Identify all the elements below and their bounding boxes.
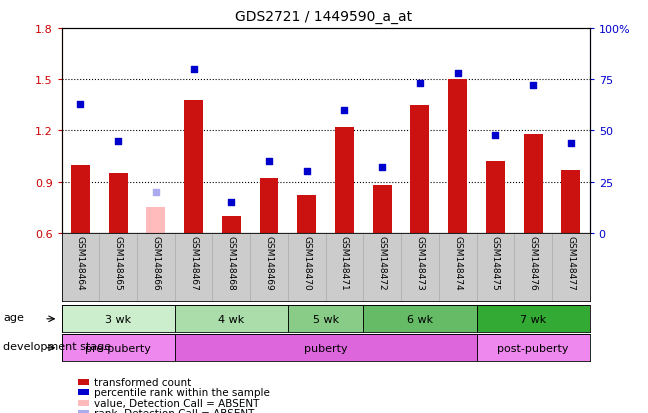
Bar — [175, 306, 288, 332]
Text: percentile rank within the sample: percentile rank within the sample — [94, 387, 270, 397]
Text: GSM148469: GSM148469 — [264, 235, 273, 290]
Text: GSM148466: GSM148466 — [152, 235, 160, 290]
Text: GSM148468: GSM148468 — [227, 235, 236, 290]
Bar — [146, 208, 165, 233]
Text: pre-puberty: pre-puberty — [85, 343, 151, 353]
Bar — [561, 170, 580, 233]
Bar — [335, 128, 354, 233]
Bar — [184, 100, 203, 233]
Text: GSM148477: GSM148477 — [566, 235, 575, 290]
Text: age: age — [3, 312, 24, 322]
Point — [189, 66, 199, 73]
Text: 4 wk: 4 wk — [218, 314, 244, 324]
Text: GSM148473: GSM148473 — [415, 235, 424, 290]
Point — [490, 132, 500, 138]
Text: GSM148467: GSM148467 — [189, 235, 198, 290]
Text: GSM148476: GSM148476 — [529, 235, 538, 290]
Text: transformed count: transformed count — [94, 377, 191, 387]
Point — [226, 199, 237, 206]
Bar — [288, 306, 364, 332]
Point — [415, 81, 425, 88]
Text: GSM148474: GSM148474 — [453, 235, 462, 290]
Bar — [524, 135, 542, 233]
Bar — [373, 186, 391, 233]
Point — [340, 107, 350, 114]
Text: GSM148464: GSM148464 — [76, 235, 85, 290]
Bar — [410, 106, 430, 233]
Bar — [71, 165, 90, 233]
Point — [528, 83, 538, 90]
Text: GSM148471: GSM148471 — [340, 235, 349, 290]
Point — [113, 138, 123, 145]
Text: GSM148465: GSM148465 — [113, 235, 122, 290]
Text: 7 wk: 7 wk — [520, 314, 546, 324]
Bar — [364, 306, 476, 332]
Bar — [297, 196, 316, 233]
Point — [377, 165, 388, 171]
Bar — [260, 179, 279, 233]
Bar — [448, 80, 467, 233]
Bar — [109, 174, 128, 233]
Text: GSM148475: GSM148475 — [491, 235, 500, 290]
Point — [264, 159, 274, 165]
Text: 6 wk: 6 wk — [407, 314, 433, 324]
Bar — [486, 162, 505, 233]
Bar — [476, 306, 590, 332]
Text: development stage: development stage — [3, 341, 111, 351]
Bar — [175, 335, 476, 361]
Bar — [62, 335, 175, 361]
Point — [452, 71, 463, 77]
Point — [151, 189, 161, 196]
Point — [566, 140, 576, 147]
Text: GDS2721 / 1449590_a_at: GDS2721 / 1449590_a_at — [235, 10, 413, 24]
Text: value, Detection Call = ABSENT: value, Detection Call = ABSENT — [94, 398, 259, 408]
Bar — [222, 216, 241, 233]
Text: 3 wk: 3 wk — [105, 314, 131, 324]
Text: rank, Detection Call = ABSENT: rank, Detection Call = ABSENT — [94, 408, 254, 413]
Point — [75, 101, 86, 108]
Text: 5 wk: 5 wk — [312, 314, 339, 324]
Text: post-puberty: post-puberty — [498, 343, 569, 353]
Text: GSM148470: GSM148470 — [302, 235, 311, 290]
Bar — [476, 335, 590, 361]
Text: puberty: puberty — [304, 343, 347, 353]
Bar — [62, 306, 175, 332]
Text: GSM148472: GSM148472 — [378, 235, 387, 290]
Point — [301, 169, 312, 175]
